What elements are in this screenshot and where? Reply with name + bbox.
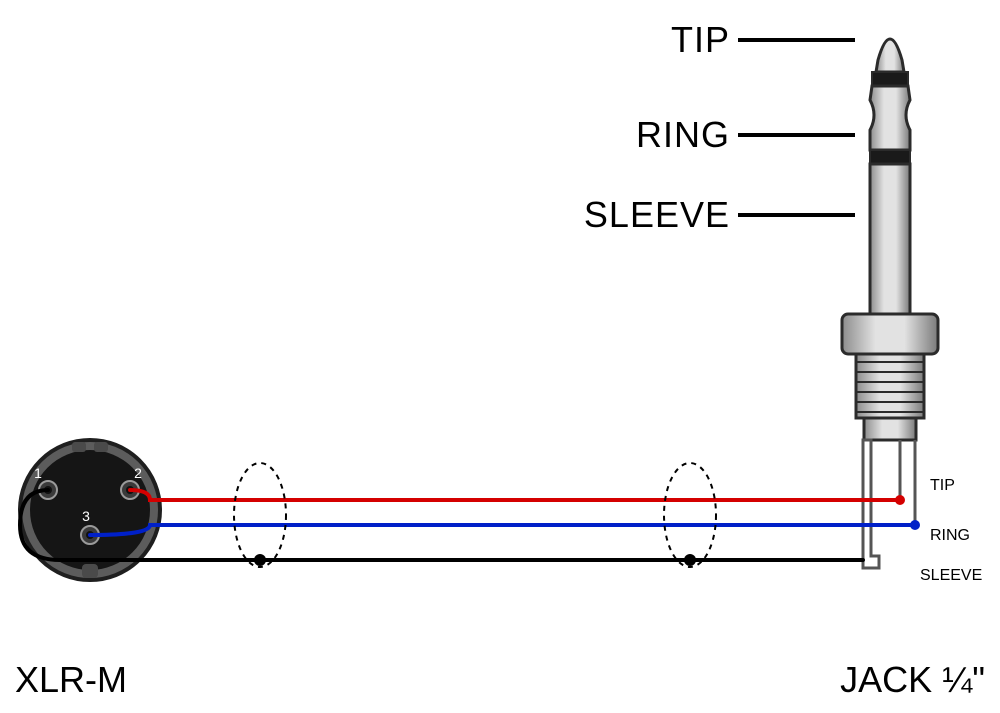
shield-loop-2 <box>664 463 716 567</box>
trs-label-sleeve: SLEEVE <box>584 194 730 235</box>
xlr-title: XLR-M <box>15 659 127 700</box>
xlr-pin-label-3: 3 <box>82 508 90 524</box>
trs-upper-shaft <box>870 86 910 150</box>
xlr-connector: 1 2 3 XLR-M <box>15 440 160 700</box>
shield-loop-1 <box>234 463 286 567</box>
shield-tie-dot-2 <box>684 554 696 566</box>
shield-tie-dot-1 <box>254 554 266 566</box>
trs-sleeve-shaft <box>870 164 910 314</box>
trs-thread-barrel <box>856 354 924 418</box>
trs-pin-label-sleeve: SLEEVE <box>920 567 982 584</box>
xlr-pin-label-1: 1 <box>34 465 42 481</box>
jack-title: JACK ¼" <box>840 659 985 700</box>
trs-pin-label-tip: TIP <box>930 477 955 494</box>
trs-collar <box>842 314 938 354</box>
trs-ring-band <box>870 150 910 164</box>
trs-label-ring: RING <box>636 114 730 155</box>
wires <box>20 490 920 560</box>
xlr-face <box>30 450 150 570</box>
wire-tip <box>130 490 900 500</box>
trs-tip <box>876 39 904 72</box>
wire-ring-terminal <box>910 520 920 530</box>
trs-pin-sleeve <box>863 440 879 568</box>
wire-tip-terminal <box>895 495 905 505</box>
trs-label-tip: TIP <box>671 19 730 60</box>
wire-ring <box>90 525 915 535</box>
trs-jack: TIP RING SLEEVE TIP RING SLEEVE JACK ¼" <box>584 19 985 700</box>
xlr-pin-label-2: 2 <box>134 465 142 481</box>
trs-pin-label-ring: RING <box>930 527 970 544</box>
shield-loops <box>234 463 716 567</box>
